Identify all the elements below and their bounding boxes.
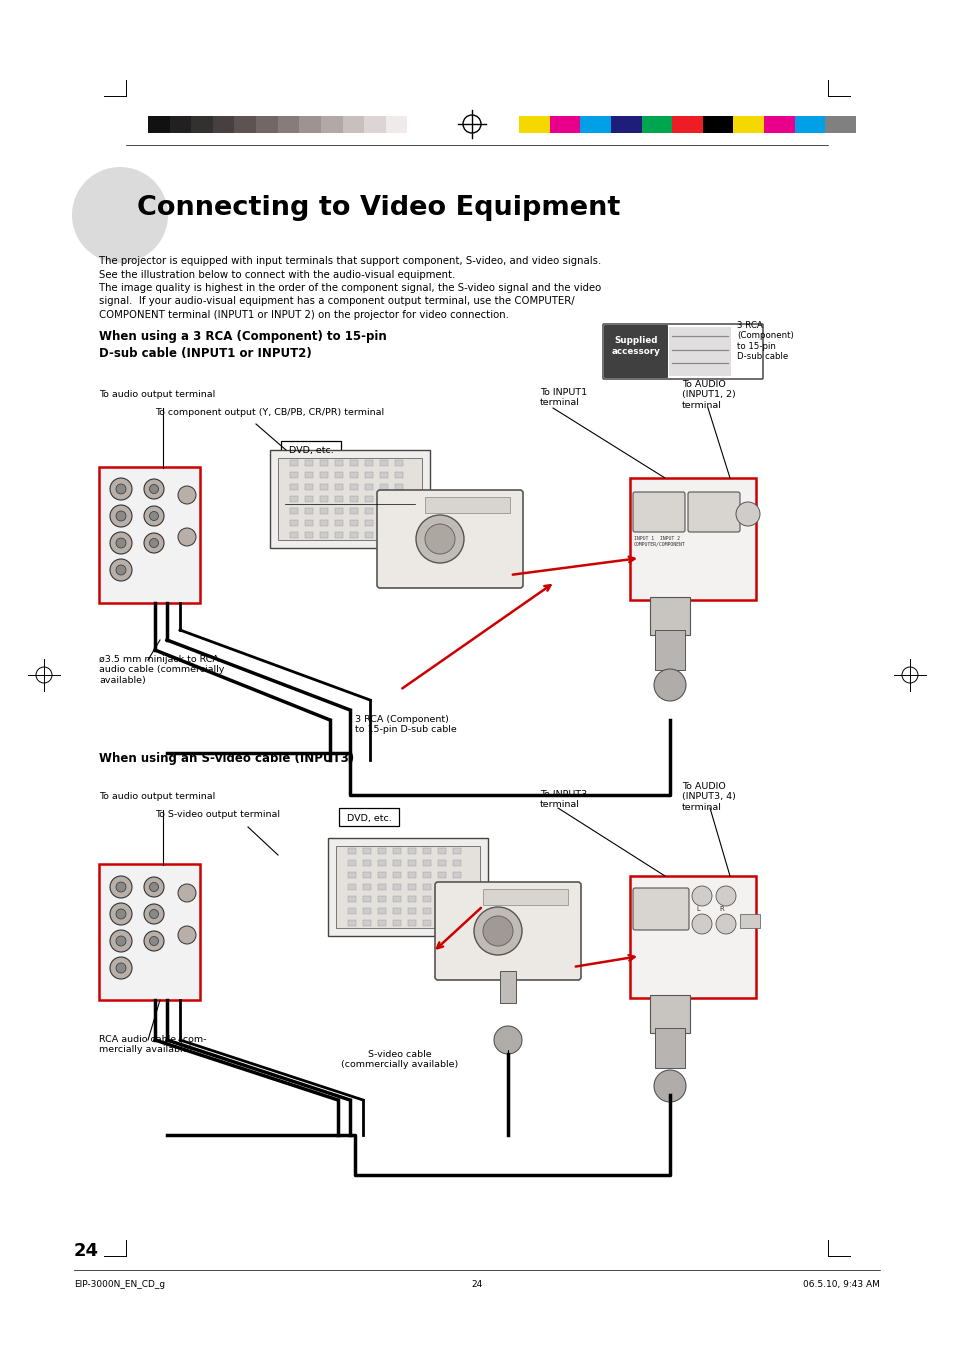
Circle shape — [116, 484, 126, 494]
Bar — [640, 116, 672, 132]
Bar — [408, 861, 416, 866]
Bar — [348, 871, 355, 878]
Bar — [395, 459, 402, 466]
Bar — [437, 871, 446, 878]
Bar — [335, 520, 343, 526]
Bar — [350, 532, 357, 538]
Bar — [395, 471, 402, 478]
Bar — [408, 848, 416, 854]
Bar — [348, 884, 355, 890]
Circle shape — [110, 929, 132, 952]
Circle shape — [144, 534, 164, 553]
Bar — [277, 116, 299, 132]
Bar — [338, 808, 398, 825]
Circle shape — [691, 915, 711, 934]
Text: To component output (Y, CB/PB, CR/PR) terminal: To component output (Y, CB/PB, CR/PR) te… — [154, 408, 384, 417]
Bar — [377, 871, 386, 878]
Bar — [408, 896, 416, 902]
Circle shape — [116, 963, 126, 973]
Text: Supplied
accessory: Supplied accessory — [611, 336, 659, 355]
Bar — [629, 478, 755, 600]
Bar — [281, 440, 340, 459]
Circle shape — [716, 915, 735, 934]
Text: S-video cable
(commercially available): S-video cable (commercially available) — [341, 1050, 458, 1070]
Bar — [335, 471, 343, 478]
Text: INPUT 1  INPUT 2
COMPUTER/COMPONENT: INPUT 1 INPUT 2 COMPUTER/COMPONENT — [634, 536, 685, 547]
Bar — [305, 532, 313, 538]
Circle shape — [150, 512, 158, 520]
Text: EIP-3000N_EN_CD_g: EIP-3000N_EN_CD_g — [74, 1279, 165, 1289]
Bar — [385, 116, 407, 132]
Bar — [393, 908, 400, 915]
Circle shape — [110, 505, 132, 527]
Bar — [365, 496, 373, 503]
Text: To INPUT1
terminal: To INPUT1 terminal — [539, 388, 586, 408]
Bar — [437, 861, 446, 866]
Bar — [363, 871, 371, 878]
Bar — [170, 116, 191, 132]
Bar — [363, 920, 371, 925]
Text: To audio output terminal: To audio output terminal — [99, 792, 215, 801]
FancyBboxPatch shape — [376, 490, 522, 588]
Bar — [290, 459, 297, 466]
Bar — [290, 508, 297, 513]
Bar — [395, 484, 402, 490]
Circle shape — [110, 957, 132, 979]
Circle shape — [110, 875, 132, 898]
Bar — [213, 116, 234, 132]
Circle shape — [691, 886, 711, 907]
Bar — [408, 908, 416, 915]
Bar — [379, 496, 388, 503]
Circle shape — [110, 532, 132, 554]
Text: DVD, etc.: DVD, etc. — [346, 813, 391, 823]
Bar — [379, 508, 388, 513]
Bar — [350, 496, 357, 503]
Bar — [668, 327, 730, 376]
Bar — [422, 871, 431, 878]
Bar — [377, 920, 386, 925]
Bar — [794, 116, 824, 132]
Bar — [335, 459, 343, 466]
Bar — [437, 884, 446, 890]
Bar — [319, 532, 328, 538]
Circle shape — [416, 515, 463, 563]
Circle shape — [116, 909, 126, 919]
Circle shape — [474, 907, 521, 955]
Text: To AUDIO
(INPUT1, 2)
terminal: To AUDIO (INPUT1, 2) terminal — [681, 380, 735, 409]
Circle shape — [482, 916, 513, 946]
Bar — [270, 450, 430, 549]
Bar — [733, 116, 763, 132]
Bar — [363, 884, 371, 890]
Text: DVD, etc.: DVD, etc. — [289, 446, 333, 454]
Bar — [655, 630, 684, 670]
Circle shape — [178, 884, 195, 902]
Bar — [453, 920, 460, 925]
Bar — [365, 508, 373, 513]
Bar — [422, 884, 431, 890]
Circle shape — [716, 886, 735, 907]
Bar — [424, 497, 510, 513]
Bar — [348, 920, 355, 925]
Bar — [437, 896, 446, 902]
Bar — [377, 908, 386, 915]
Text: RCA audio cable (com-
mercially available): RCA audio cable (com- mercially availabl… — [99, 1035, 206, 1054]
Bar — [408, 920, 416, 925]
Bar — [319, 496, 328, 503]
Bar — [393, 896, 400, 902]
Bar — [365, 459, 373, 466]
Bar — [319, 520, 328, 526]
Bar — [377, 884, 386, 890]
Circle shape — [144, 877, 164, 897]
Bar — [379, 484, 388, 490]
Text: signal.  If your audio-visual equipment has a component output terminal, use the: signal. If your audio-visual equipment h… — [99, 296, 574, 307]
Circle shape — [150, 909, 158, 919]
Text: To audio output terminal: To audio output terminal — [99, 390, 215, 399]
Bar — [408, 884, 416, 890]
Bar — [672, 116, 702, 132]
Circle shape — [144, 904, 164, 924]
Circle shape — [178, 925, 195, 944]
Text: D-sub cable (INPUT1 or INPUT2): D-sub cable (INPUT1 or INPUT2) — [99, 347, 312, 359]
Bar — [348, 908, 355, 915]
Bar — [579, 116, 610, 132]
Bar — [379, 459, 388, 466]
